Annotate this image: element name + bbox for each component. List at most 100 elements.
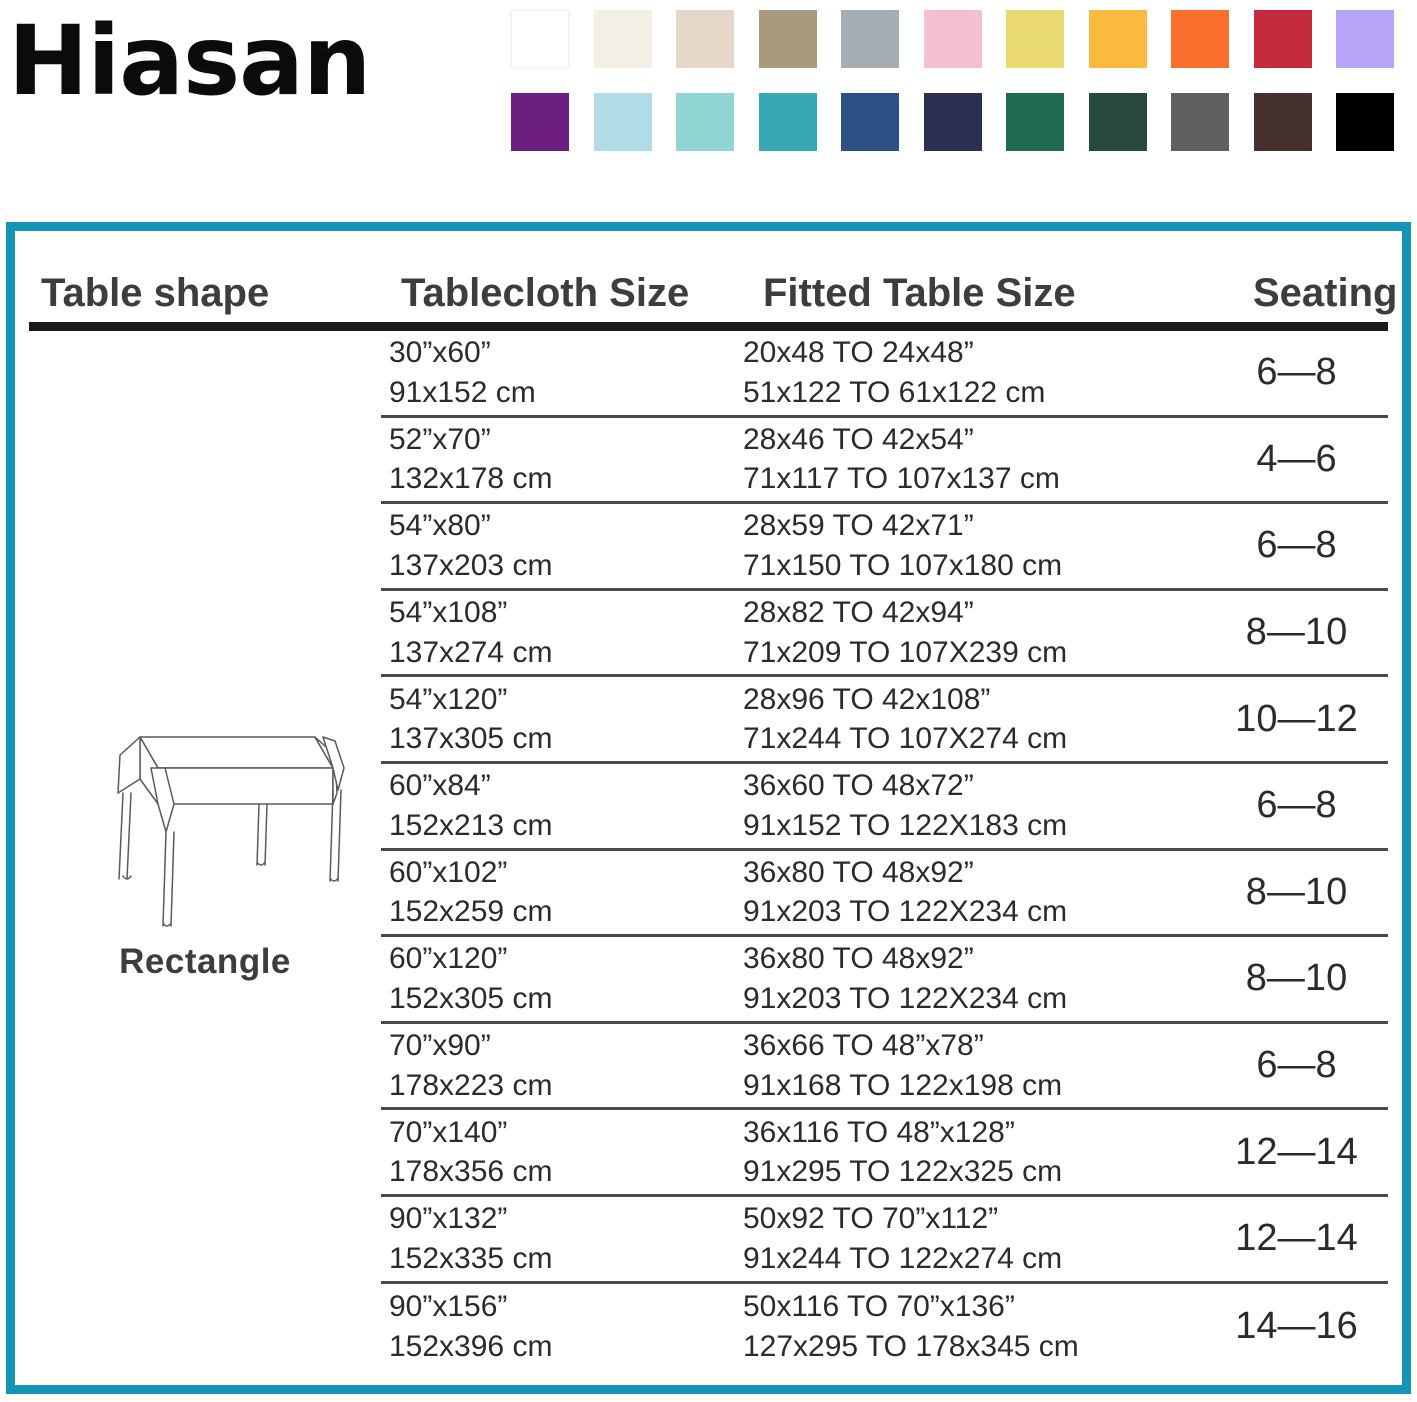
size-rows-area: 30”x60” 91x152 cm 20x48 TO 24x48” 51x122 TO… <box>381 331 1388 1371</box>
table-shape-label: Rectangle <box>119 941 291 981</box>
cell-seating: 6—8 <box>1231 351 1388 394</box>
fitted-table-size-inches: 50x116 TO 70”x136” <box>743 1290 1015 1324</box>
seating-value: 6—8 <box>1256 524 1337 567</box>
color-swatch-red[interactable] <box>1253 10 1312 68</box>
cell-tablecloth-size: 52”x70” 132x178 cm <box>381 420 741 499</box>
color-swatch-dark-green[interactable] <box>1088 93 1147 151</box>
tablecloth-size-inches: 52”x70” <box>389 422 491 456</box>
fitted-table-size-cm: 127x295 TO 178x345 cm <box>743 1329 1079 1363</box>
color-swatch-navy[interactable] <box>923 93 982 151</box>
cell-tablecloth-size: 90”x132” 152x335 cm <box>381 1199 741 1278</box>
cell-fitted-table-size: 28x82 TO 42x94” 71x209 TO 107X239 cm <box>741 593 1231 672</box>
color-swatch-orange[interactable] <box>1171 10 1229 68</box>
color-swatch-ivory[interactable] <box>593 10 652 68</box>
fitted-table-size-cm: 91x203 TO 122X234 cm <box>743 895 1068 929</box>
color-swatch-gold[interactable] <box>1088 10 1147 68</box>
seating-value: 10—12 <box>1235 697 1358 740</box>
tablecloth-size-inches: 30”x60” <box>389 336 491 370</box>
color-swatch-steel-blue[interactable] <box>841 93 899 151</box>
color-swatch-taupe[interactable] <box>758 10 817 68</box>
cell-tablecloth-size: 70”x90” 178x223 cm <box>381 1026 741 1105</box>
color-swatch-aqua[interactable] <box>676 93 734 151</box>
cell-seating: 10—12 <box>1231 698 1388 741</box>
color-swatch-purple[interactable] <box>511 93 569 151</box>
cell-seating: 8—10 <box>1231 611 1388 654</box>
fitted-table-size-inches: 50x92 TO 70”x112” <box>743 1202 999 1236</box>
cell-fitted-table-size: 28x96 TO 42x108” 71x244 TO 107X274 cm <box>741 680 1231 759</box>
cell-tablecloth-size: 30”x60” 91x152 cm <box>381 333 741 412</box>
cell-fitted-table-size: 50x116 TO 70”x136” 127x295 TO 178x345 cm <box>741 1287 1231 1366</box>
cell-fitted-table-size: 20x48 TO 24x48” 51x122 TO 61x122 cm <box>741 333 1231 412</box>
cell-tablecloth-size: 54”x120” 137x305 cm <box>381 680 741 759</box>
color-swatch-pink[interactable] <box>923 10 982 68</box>
fitted-table-size-cm: 91x203 TO 122X234 cm <box>743 981 1068 1015</box>
column-header-fitted-table-size: Fitted Table Size <box>763 271 1076 315</box>
header-divider-rule <box>29 321 1388 331</box>
tablecloth-size-inches: 70”x90” <box>389 1028 491 1062</box>
color-swatch-light-blue[interactable] <box>593 93 652 151</box>
tablecloth-size-inches: 70”x140” <box>389 1115 508 1149</box>
fitted-table-size-cm: 71x244 TO 107X274 cm <box>743 722 1068 756</box>
cell-fitted-table-size: 50x92 TO 70”x112” 91x244 TO 122x274 cm <box>741 1199 1231 1278</box>
color-swatch-black[interactable] <box>1336 93 1394 151</box>
tablecloth-size-cm: 137x305 cm <box>389 722 553 756</box>
color-swatch-dark-brown[interactable] <box>1253 93 1312 151</box>
tablecloth-size-inches: 60”x102” <box>389 855 508 889</box>
seating-value: 14—16 <box>1235 1305 1358 1348</box>
cell-seating: 4—6 <box>1231 438 1388 481</box>
color-swatch-gray[interactable] <box>841 10 899 68</box>
cell-tablecloth-size: 54”x80” 137x203 cm <box>381 506 741 585</box>
cell-fitted-table-size: 28x46 TO 42x54” 71x117 TO 107x137 cm <box>741 420 1231 499</box>
seating-value: 6—8 <box>1256 784 1337 827</box>
fitted-table-size-cm: 51x122 TO 61x122 cm <box>743 375 1046 409</box>
seating-value: 12—14 <box>1235 1130 1358 1173</box>
table-row: 70”x90” 178x223 cm 36x66 TO 48”x78” 91x168 … <box>381 1024 1388 1111</box>
column-header-table-shape: Table shape <box>41 271 270 315</box>
color-swatch-emerald[interactable] <box>1006 93 1064 151</box>
color-swatch-teal[interactable] <box>758 93 817 151</box>
table-row: 54”x80” 137x203 cm 28x59 TO 42x71” 71x150 T… <box>381 504 1388 591</box>
rectangle-table-with-tablecloth-icon <box>117 735 345 927</box>
color-swatch-row-2 <box>511 93 1411 151</box>
cell-seating: 14—16 <box>1231 1305 1388 1348</box>
cell-seating: 8—10 <box>1231 957 1388 1000</box>
cell-seating: 8—10 <box>1231 871 1388 914</box>
seating-value: 12—14 <box>1235 1217 1358 1260</box>
cell-fitted-table-size: 28x59 TO 42x71” 71x150 TO 107x180 cm <box>741 506 1231 585</box>
table-row: 90”x132” 152x335 cm 50x92 TO 70”x112” 91x24… <box>381 1197 1388 1284</box>
table-row: 54”x120” 137x305 cm 28x96 TO 42x108” 71x244… <box>381 677 1388 764</box>
brand-logo: Hiasan <box>8 5 371 117</box>
tablecloth-size-cm: 178x223 cm <box>389 1068 553 1102</box>
color-swatch-beige[interactable] <box>676 10 734 68</box>
fitted-table-size-cm: 71x117 TO 107x137 cm <box>743 462 1060 496</box>
tablecloth-size-inches: 54”x108” <box>389 595 508 629</box>
cell-fitted-table-size: 36x66 TO 48”x78” 91x168 TO 122x198 cm <box>741 1026 1231 1105</box>
color-swatch-lavender[interactable] <box>1336 10 1394 68</box>
fitted-table-size-inches: 36x60 TO 48x72” <box>743 769 974 803</box>
fitted-table-size-cm: 71x209 TO 107X239 cm <box>743 635 1068 669</box>
fitted-table-size-cm: 91x295 TO 122x325 cm <box>743 1155 1063 1189</box>
column-header-tablecloth-size: Tablecloth Size <box>401 271 690 315</box>
tablecloth-size-inches: 54”x120” <box>389 682 508 716</box>
tablecloth-size-cm: 137x203 cm <box>389 548 553 582</box>
seating-value: 8—10 <box>1245 870 1348 913</box>
fitted-table-size-inches: 36x80 TO 48x92” <box>743 942 974 976</box>
color-swatch-yellow[interactable] <box>1006 10 1064 68</box>
color-swatch-row-1 <box>511 10 1411 68</box>
cell-seating: 6—8 <box>1231 784 1388 827</box>
fitted-table-size-inches: 28x59 TO 42x71” <box>743 509 974 543</box>
table-shape-cell: Rectangle <box>29 331 381 1371</box>
tablecloth-size-cm: 152x213 cm <box>389 808 553 842</box>
cell-fitted-table-size: 36x60 TO 48x72” 91x152 TO 122X183 cm <box>741 766 1231 845</box>
table-row: 60”x84” 152x213 cm 36x60 TO 48x72” 91x152 T… <box>381 764 1388 851</box>
table-row: 70”x140” 178x356 cm 36x116 TO 48”x128” 91x2… <box>381 1110 1388 1197</box>
seating-value: 6—8 <box>1256 351 1337 394</box>
color-swatch-dark-gray[interactable] <box>1171 93 1229 151</box>
size-chart-card: Table shape Tablecloth Size Fitted Table… <box>6 222 1411 1394</box>
fitted-table-size-inches: 20x48 TO 24x48” <box>743 336 974 370</box>
cell-tablecloth-size: 60”x84” 152x213 cm <box>381 766 741 845</box>
color-swatch-white[interactable] <box>511 10 569 68</box>
seating-value: 8—10 <box>1245 611 1348 654</box>
tablecloth-size-inches: 90”x156” <box>389 1290 508 1324</box>
tablecloth-size-cm: 152x396 cm <box>389 1329 553 1363</box>
